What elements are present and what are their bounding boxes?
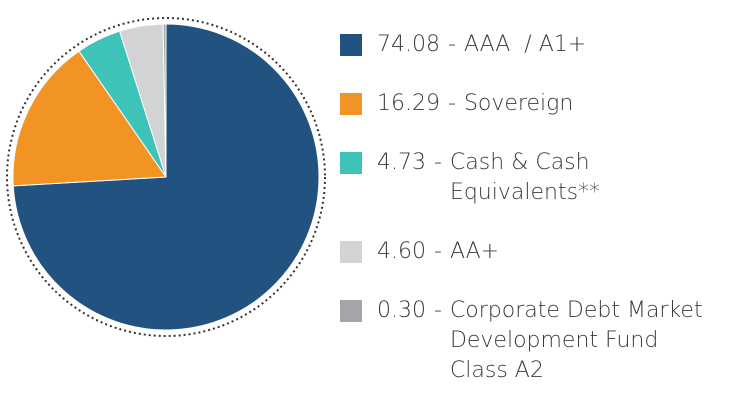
legend-separator: - <box>447 91 456 116</box>
legend-swatch <box>340 300 362 322</box>
legend-item: 4.73- Cash & Cash Equivalents** <box>340 148 734 208</box>
legend-value: 0.30 <box>377 298 426 323</box>
legend-swatch <box>340 93 362 115</box>
pie-slice <box>162 23 167 178</box>
pie-outline <box>6 17 326 337</box>
legend-label: Corporate Debt Market Development Fund C… <box>449 298 710 383</box>
legend-label: Sovereign <box>463 91 574 116</box>
legend-item: 74.08- AAA / A1+ <box>340 30 734 60</box>
legend-item: 0.30- Corporate Debt Market Development F… <box>340 296 734 386</box>
legend-separator: - <box>433 298 442 323</box>
legend-label: AA+ <box>449 239 500 264</box>
legend-swatch <box>340 34 362 56</box>
legend-value: 4.60 <box>377 239 426 264</box>
legend-label: AAA / A1+ <box>463 32 587 57</box>
legend-item: 4.60- AA+ <box>340 237 734 267</box>
legend: 74.08- AAA / A1+ 16.29- Sovereign 4.73- Cash … <box>340 30 734 386</box>
legend-swatch <box>340 152 362 174</box>
legend-label: Cash & Cash Equivalents** <box>449 150 601 205</box>
pie-slice <box>12 50 167 187</box>
legend-value: 74.08 <box>377 32 440 57</box>
legend-value: 16.29 <box>377 91 440 116</box>
legend-swatch <box>340 241 362 263</box>
pie-area <box>6 17 326 337</box>
legend-separator: - <box>433 150 442 175</box>
legend-item: 16.29- Sovereign <box>340 89 734 119</box>
legend-separator: - <box>447 32 456 57</box>
legend-separator: - <box>433 239 442 264</box>
legend-value: 4.73 <box>377 150 426 175</box>
